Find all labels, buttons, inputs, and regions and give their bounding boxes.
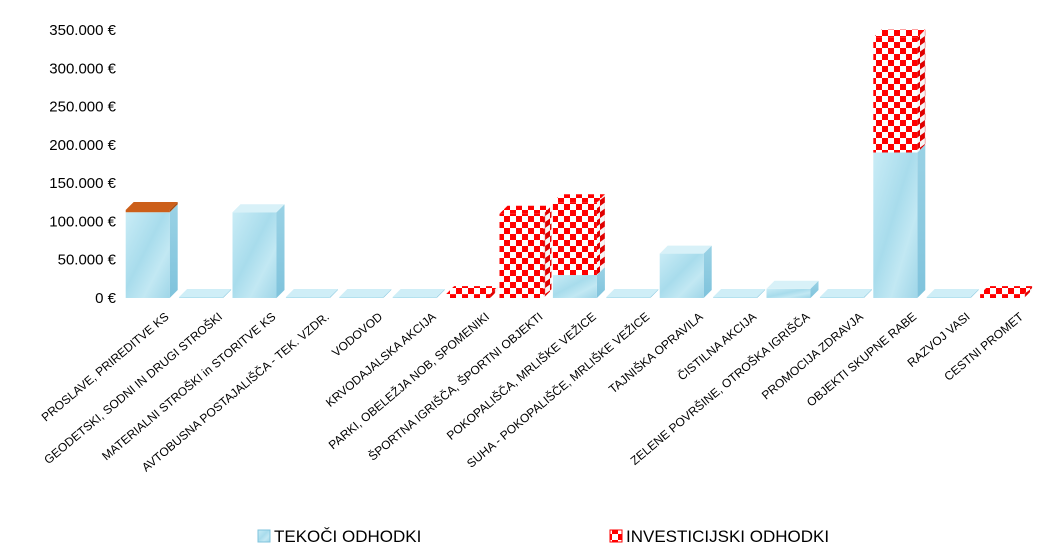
bar-investicijski	[552, 202, 597, 276]
bar-stack	[125, 201, 178, 298]
x-tick-label: AVTOBUSNA POSTAJALIŠČA - TEK. VZDR.	[138, 309, 331, 475]
bar-stack	[179, 289, 232, 298]
bar-tekoci-top	[766, 280, 819, 289]
bar-empty-top	[339, 289, 392, 297]
bar-stack	[392, 289, 445, 298]
bar-empty	[339, 297, 384, 298]
bar-stack	[659, 245, 712, 298]
bar-empty-side	[757, 289, 766, 298]
bar-tekoci-side	[810, 280, 819, 298]
bar-tekoci-side	[703, 245, 712, 298]
bar-investicijski	[446, 294, 491, 298]
bar-tekoci-side	[276, 204, 285, 298]
x-tick-label: SUHA - POKOPALIŠČE, MRLIŠKE VEŽICE	[463, 309, 652, 471]
bar-stack	[499, 205, 552, 298]
y-tick-label: 350.000 €	[49, 22, 116, 39]
bar-empty-side	[329, 289, 338, 298]
bar-tekoci-side	[596, 267, 605, 298]
bar-stack	[232, 204, 285, 298]
bar-investicijski-top	[446, 286, 499, 295]
x-tick-label: OBJEKTI SKUPNE RABE	[804, 310, 919, 410]
bar-investicijski-side	[169, 201, 178, 213]
bar-tekoci	[125, 212, 170, 298]
legend-label: TEKOČI ODHODKI	[274, 527, 421, 545]
bar-investicijski-top	[125, 201, 178, 210]
bar-empty-side	[650, 289, 659, 298]
bar-investicijski-side	[543, 205, 552, 298]
bar-tekoci-side	[169, 204, 178, 298]
bar-empty-side	[863, 289, 872, 298]
bar-investicijski-side	[490, 286, 499, 298]
y-tick-label: 50.000 €	[58, 252, 117, 269]
y-tick-label: 200.000 €	[49, 137, 116, 154]
bar-empty	[285, 297, 330, 298]
y-tick-label: 0 €	[95, 290, 117, 307]
bar-tekoci	[766, 288, 811, 298]
bar-empty	[392, 297, 437, 298]
bar-empty-side	[970, 289, 979, 298]
bar-investicijski-side	[917, 29, 926, 153]
bar-empty	[713, 297, 758, 298]
bar-empty	[926, 297, 971, 298]
x-tick-label: VODOVOD	[329, 309, 385, 359]
bar-stack	[285, 289, 338, 298]
bar-investicijski-top	[552, 194, 605, 203]
legend-swatch-investicijski	[609, 529, 623, 543]
bar-empty-top	[606, 289, 659, 297]
bar-empty-top	[926, 289, 979, 297]
bar-tekoci-top	[232, 204, 285, 213]
bar-empty-top	[819, 289, 872, 297]
legend: TEKOČI ODHODKI INVESTICIJSKI ODHODKI	[257, 527, 829, 545]
bar-tekoci-top	[659, 245, 712, 254]
bar-empty-top	[713, 289, 766, 297]
bar-tekoci	[552, 275, 597, 298]
bar-stack	[446, 286, 499, 298]
bar-stack	[552, 194, 605, 298]
bar-stack	[873, 29, 926, 298]
bar-empty	[606, 297, 651, 298]
bar-investicijski-side	[596, 194, 605, 276]
bar-empty	[819, 297, 864, 298]
y-tick-label: 300.000 €	[49, 60, 116, 77]
bar-investicijski	[125, 209, 170, 213]
x-tick-label: PROMOCIJA ZDRAVJA	[759, 310, 866, 403]
bar-investicijski	[499, 213, 544, 298]
bar-empty-side	[436, 289, 445, 298]
legend-label: INVESTICIJSKI ODHODKI	[626, 527, 829, 545]
bar-stack	[819, 289, 872, 298]
bar-investicijski-top	[873, 29, 926, 38]
bar-empty	[179, 297, 224, 298]
bar-tekoci-side	[917, 144, 926, 298]
bar-stack	[713, 289, 766, 298]
legend-swatch-tekoci	[257, 529, 271, 543]
bar-stack	[980, 286, 1033, 298]
bar-stack	[339, 289, 392, 298]
bar-investicijski-side	[1024, 286, 1033, 298]
bar-investicijski-top	[499, 205, 552, 214]
y-axis: 0 € 50.000 € 100.000 € 150.000 € 200.000 € 25…	[49, 22, 116, 307]
bar-tekoci	[873, 152, 918, 298]
bar-tekoci	[232, 212, 277, 298]
bars-group	[125, 29, 1033, 298]
y-tick-label: 150.000 €	[49, 175, 116, 192]
bar-tekoci	[659, 253, 704, 298]
bar-investicijski	[980, 294, 1025, 298]
bar-empty-side	[383, 289, 392, 298]
x-tick-label: TAJNIŠKA OPRAVILA	[605, 309, 705, 397]
bar-empty-top	[392, 289, 445, 297]
bar-stack	[766, 280, 819, 298]
bar-investicijski-top	[980, 286, 1033, 295]
bar-stack	[606, 289, 659, 298]
bar-empty-top	[179, 289, 232, 297]
y-tick-label: 100.000 €	[49, 213, 116, 230]
bar-empty-side	[223, 289, 232, 298]
bar-investicijski	[873, 37, 918, 153]
bar-empty-top	[285, 289, 338, 297]
bar-stack	[926, 289, 979, 298]
y-tick-label: 250.000 €	[49, 99, 116, 116]
